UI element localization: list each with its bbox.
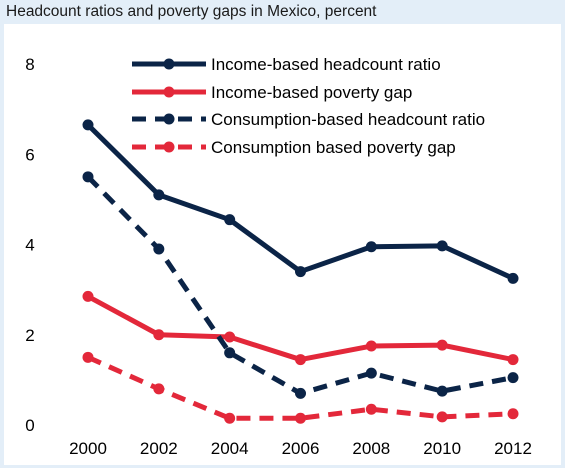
legend-label: Income-based poverty gap [211,83,412,102]
y-tick-label: 8 [25,55,34,74]
data-point [82,351,94,363]
y-tick-label: 4 [25,236,34,255]
chart-title: Headcount ratios and poverty gaps in Mex… [6,3,377,20]
data-point [507,354,519,366]
x-tick-label: 2000 [69,439,107,458]
data-point [224,331,236,343]
data-point [436,411,448,423]
data-point [153,329,165,341]
data-point [365,241,377,253]
data-point [153,383,165,395]
x-tick-label: 2004 [211,439,249,458]
data-point [436,339,448,351]
y-tick-label: 2 [25,326,34,345]
data-point [365,403,377,415]
data-point [82,171,94,183]
data-point [295,266,306,278]
data-point [295,412,306,424]
data-point [295,354,306,366]
data-point [295,387,306,399]
legend-label: Income-based headcount ratio [211,55,441,74]
legend-swatch-marker [163,141,175,153]
x-tick-label: 2008 [352,439,390,458]
data-point [507,372,519,384]
x-tick-label: 2006 [282,439,320,458]
data-point [153,189,165,201]
title-bar: Headcount ratios and poverty gaps in Mex… [0,0,565,22]
legend-swatch-marker [163,86,175,98]
legend-swatch-marker [163,58,175,70]
data-point [224,412,236,424]
data-point [82,119,94,131]
data-point [507,272,519,284]
data-point [436,240,448,252]
legend-label: Consumption based poverty gap [211,138,456,157]
y-tick-label: 0 [25,416,34,435]
data-point [224,214,236,226]
plot-area [4,24,561,465]
data-point [507,408,519,420]
x-tick-label: 2010 [423,439,461,458]
data-point [82,290,94,302]
y-tick-label: 6 [25,145,34,164]
data-point [224,347,236,359]
legend-swatch-marker [163,113,175,125]
x-tick-label: 2012 [494,439,532,458]
data-point [365,367,377,379]
data-point [153,243,165,255]
x-tick-label: 2002 [140,439,178,458]
legend-label: Consumption-based headcount ratio [211,110,485,129]
data-point [436,385,448,397]
data-point [365,340,377,352]
